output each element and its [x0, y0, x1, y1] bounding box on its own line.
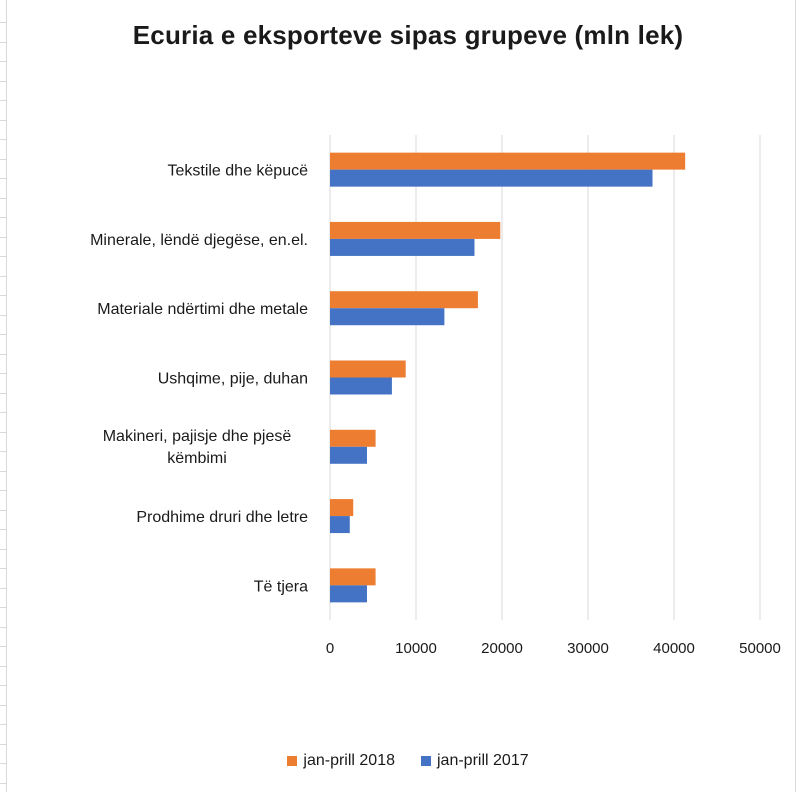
sheet-frame-right	[795, 0, 800, 792]
category-label-5: Prodhime druri dhe letre	[136, 509, 308, 526]
legend-item-2017: jan-prill 2017	[421, 752, 529, 770]
bar-2018-0	[330, 152, 686, 170]
x-tick-label-30000: 30000	[567, 640, 609, 657]
bar-2017-1	[330, 238, 475, 256]
chart-title: Ecuria e eksporteve sipas grupeve (mln l…	[132, 20, 684, 50]
bar-2018-3	[330, 360, 406, 378]
category-label-0: Tekstile dhe këpucë	[167, 163, 308, 180]
legend-label-2017: jan-prill 2017	[437, 752, 529, 769]
bar-2017-6	[330, 585, 367, 603]
bar-2018-4	[330, 429, 376, 447]
chart-legend: jan-prill 2018 jan-prill 2017	[0, 752, 800, 770]
legend-item-2018: jan-prill 2018	[287, 752, 395, 770]
bar-2018-5	[330, 499, 354, 517]
x-tick-label-40000: 40000	[653, 640, 695, 657]
legend-swatch-2017	[421, 756, 431, 766]
legend-swatch-2018	[287, 756, 298, 766]
sheet-frame-left	[0, 0, 7, 792]
bar-2017-2	[330, 308, 445, 326]
bar-2018-1	[330, 221, 501, 239]
category-label-4: Makineri, pajisje dhe pjesë këmbimi	[103, 428, 292, 467]
category-label-1: Minerale, lëndë djegëse, en.el.	[90, 232, 308, 249]
bar-2017-0	[330, 169, 653, 187]
category-label-2: Materiale ndërtimi dhe metale	[97, 301, 308, 318]
category-label-6: Të tjera	[254, 578, 308, 595]
bar-2018-2	[330, 291, 478, 309]
bar-chart: 0 10000 20000 30000 40000 50000 Tekstile dhe k…	[90, 135, 781, 657]
category-label-3: Ushqime, pije, duhan	[158, 371, 308, 388]
bar-2017-4	[330, 446, 367, 464]
x-tick-label-0: 0	[326, 640, 334, 657]
x-tick-label-50000: 50000	[739, 640, 781, 657]
x-tick-label-20000: 20000	[481, 640, 523, 657]
bar-2017-5	[330, 516, 350, 534]
bar-2017-3	[330, 377, 392, 395]
legend-label-2018: jan-prill 2018	[303, 752, 395, 769]
x-tick-label-10000: 10000	[395, 640, 437, 657]
bar-2018-6	[330, 568, 376, 586]
